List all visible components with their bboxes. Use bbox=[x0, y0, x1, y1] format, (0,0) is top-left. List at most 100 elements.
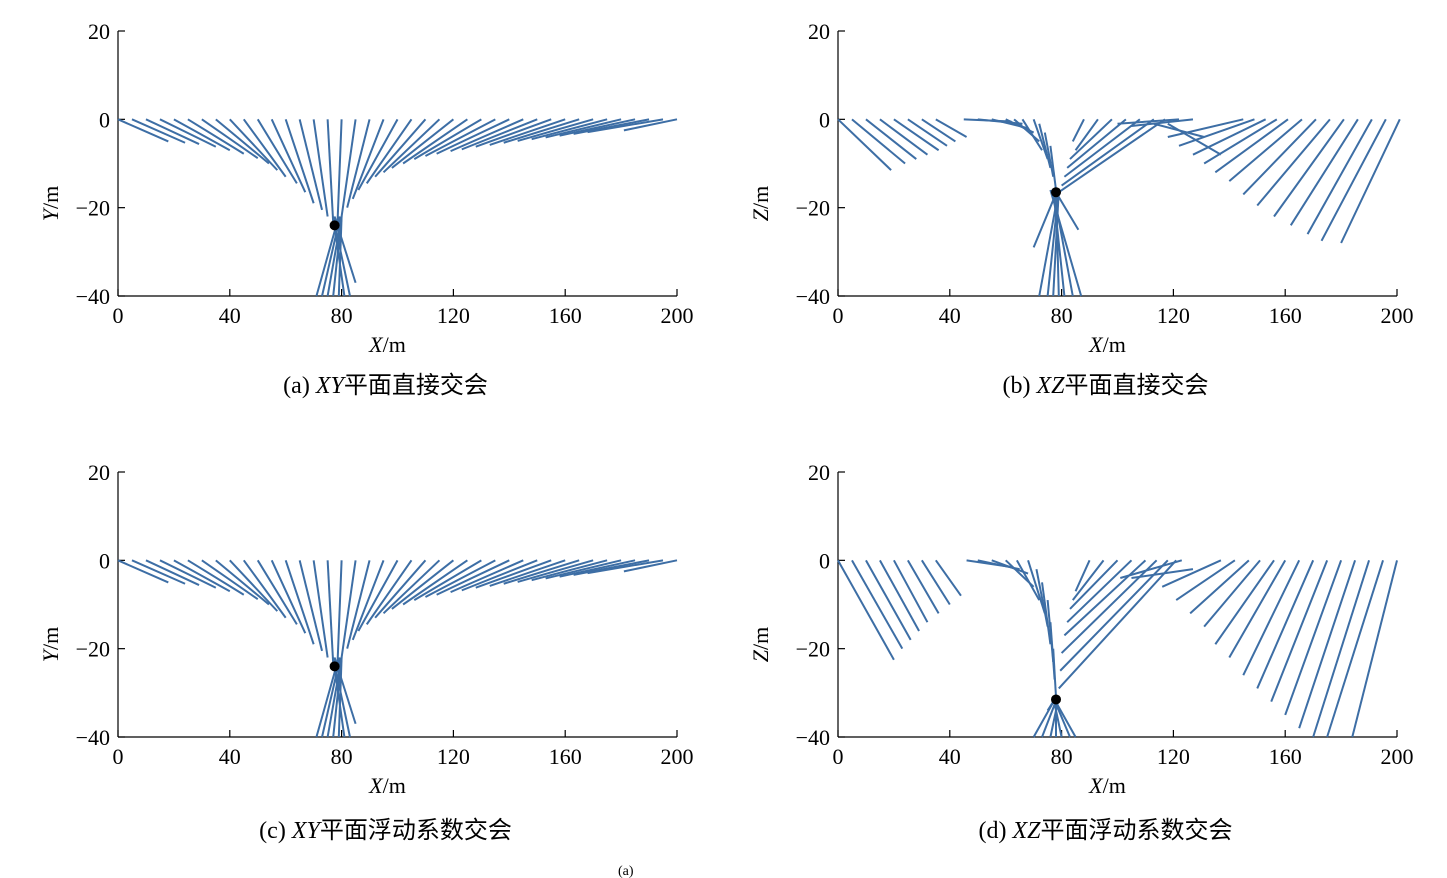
intersection-point bbox=[329, 220, 340, 231]
y-tick-label: −40 bbox=[796, 725, 830, 750]
x-tick-label: 40 bbox=[939, 744, 961, 769]
observation-line bbox=[1306, 118, 1373, 235]
observation-line bbox=[1069, 559, 1119, 610]
y-tick-label: 0 bbox=[99, 548, 110, 573]
y-tick-label: −20 bbox=[76, 637, 110, 662]
observation-line bbox=[475, 118, 552, 148]
x-axis-label: X/m bbox=[368, 332, 406, 357]
observation-line bbox=[284, 560, 315, 645]
observation-line bbox=[1289, 118, 1359, 226]
observation-line bbox=[351, 559, 385, 641]
observation-line bbox=[326, 119, 335, 224]
observation-line bbox=[907, 559, 940, 614]
y-tick-label: −20 bbox=[796, 196, 830, 221]
observation-line bbox=[1203, 118, 1278, 165]
observation-line bbox=[893, 559, 929, 623]
observation-line bbox=[270, 118, 307, 193]
observation-line bbox=[1052, 189, 1060, 297]
observation-line bbox=[1074, 559, 1091, 592]
observation-line bbox=[1320, 118, 1387, 242]
observation-line bbox=[1066, 118, 1127, 169]
x-tick-label: 160 bbox=[1269, 303, 1302, 328]
observation-line bbox=[256, 559, 298, 625]
observation-line bbox=[215, 118, 270, 165]
observation-line bbox=[131, 118, 186, 144]
observation-line bbox=[351, 118, 385, 200]
observation-line bbox=[298, 560, 324, 652]
observation-line bbox=[1049, 145, 1058, 191]
observation-line bbox=[865, 559, 912, 641]
intersection-point bbox=[1051, 694, 1062, 705]
x-tick-label: 160 bbox=[1269, 744, 1302, 769]
observation-line bbox=[545, 559, 622, 580]
y-tick-label: 0 bbox=[819, 548, 830, 573]
x-tick-label: 0 bbox=[833, 303, 844, 328]
observation-line bbox=[1214, 559, 1275, 645]
observation-line bbox=[346, 119, 371, 208]
observation-line bbox=[921, 118, 956, 143]
y-tick-label: −40 bbox=[76, 725, 110, 750]
observation-line bbox=[865, 118, 917, 160]
observation-line bbox=[1167, 122, 1222, 156]
observation-line bbox=[391, 118, 455, 169]
observation-line bbox=[545, 118, 622, 139]
observation-line bbox=[1058, 559, 1177, 690]
observation-line bbox=[1178, 118, 1255, 147]
observation-line bbox=[402, 559, 468, 606]
observation-line bbox=[424, 118, 496, 157]
panel-caption: (c) XY平面浮动系数交会 bbox=[259, 817, 512, 844]
y-tick-label: −20 bbox=[76, 196, 110, 221]
x-tick-label: 80 bbox=[1051, 303, 1073, 328]
x-tick-label: 200 bbox=[1381, 744, 1414, 769]
observation-line bbox=[1228, 118, 1303, 182]
observation-line bbox=[117, 559, 169, 584]
observation-line bbox=[187, 559, 245, 596]
observation-line bbox=[461, 559, 538, 592]
observation-line bbox=[573, 118, 650, 135]
observation-line bbox=[921, 559, 951, 606]
observation-line bbox=[879, 118, 929, 156]
observation-line bbox=[837, 118, 892, 171]
observation-line bbox=[337, 657, 343, 738]
observation-line bbox=[1060, 559, 1158, 654]
observation-line bbox=[382, 118, 441, 174]
observation-line bbox=[1043, 132, 1055, 177]
x-tick-label: 40 bbox=[939, 303, 961, 328]
observation-line bbox=[1203, 559, 1261, 628]
observation-line bbox=[1273, 118, 1345, 218]
observation-line bbox=[173, 118, 231, 152]
observation-line bbox=[1312, 560, 1371, 738]
observation-line bbox=[229, 118, 279, 171]
observation-line bbox=[312, 119, 329, 217]
observation-line bbox=[517, 559, 594, 583]
observation-line bbox=[587, 118, 664, 134]
x-tick-label: 80 bbox=[331, 303, 353, 328]
observation-line bbox=[1016, 559, 1041, 601]
observation-line bbox=[1041, 582, 1052, 645]
observation-line bbox=[1049, 189, 1083, 297]
observation-line bbox=[436, 559, 510, 596]
observation-line bbox=[559, 559, 636, 578]
observation-line bbox=[1298, 560, 1357, 729]
observation-line bbox=[357, 118, 399, 191]
observation-line bbox=[1117, 118, 1180, 125]
observation-line bbox=[1071, 559, 1105, 601]
y-tick-label: 20 bbox=[808, 460, 830, 485]
observation-line bbox=[365, 559, 413, 625]
y-tick-label: −20 bbox=[796, 637, 830, 662]
observation-line bbox=[531, 118, 608, 141]
observation-line bbox=[336, 119, 343, 226]
observation-line bbox=[935, 559, 962, 597]
observation-line bbox=[1256, 559, 1315, 689]
observation-line bbox=[1032, 119, 1049, 160]
observation-line bbox=[312, 560, 329, 658]
observation-line bbox=[837, 559, 895, 661]
observation-line bbox=[1074, 118, 1099, 151]
y-tick-label: −40 bbox=[76, 284, 110, 309]
observation-line bbox=[336, 560, 343, 667]
observation-line bbox=[326, 560, 335, 665]
observation-line bbox=[159, 559, 217, 589]
